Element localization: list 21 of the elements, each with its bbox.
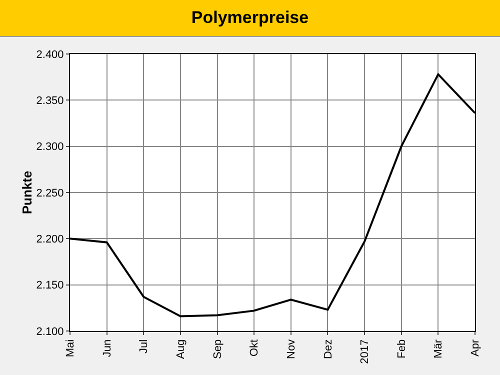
x-tick-label: Dez <box>322 339 334 359</box>
x-tick-label: 2017 <box>359 339 372 364</box>
chart-title: Polymerpreise <box>0 0 500 37</box>
x-tick-label: Aug <box>175 339 188 359</box>
x-tick-label: Mai <box>64 339 77 358</box>
x-tick-label: Apr <box>470 339 482 357</box>
y-tick-label: 2.350 <box>36 95 64 108</box>
y-tick-label: 2.150 <box>36 280 64 292</box>
y-tick-label: 2.250 <box>36 187 64 200</box>
y-tick-label: 2.100 <box>36 326 64 338</box>
x-tick-label: Feb <box>396 339 408 358</box>
x-tick-label: Nov <box>285 338 298 359</box>
y-tick-label: 2.400 <box>36 48 64 61</box>
x-tick-label: Okt <box>248 339 261 357</box>
x-tick-label: Sep <box>212 339 224 359</box>
y-axis-title: Punkte <box>19 170 34 214</box>
y-tick-label: 2.200 <box>36 234 64 246</box>
y-tick-label: 2.300 <box>36 141 64 154</box>
x-tick-label: Jul <box>138 339 150 354</box>
x-tick-label: Jun <box>101 339 114 358</box>
x-tick-label: Mär <box>432 339 445 358</box>
